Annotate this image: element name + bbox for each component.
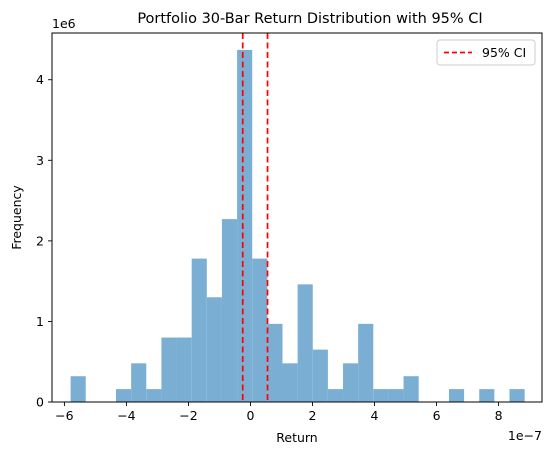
histogram-bar — [176, 337, 192, 402]
histogram-bar — [403, 376, 419, 402]
histogram-bar — [131, 363, 147, 402]
legend-label: 95% CI — [482, 45, 526, 60]
histogram-bar — [191, 258, 207, 402]
histogram-bar — [70, 376, 86, 402]
x-axis-ticks: −6 −4 −2 0 2 4 6 8 — [55, 402, 503, 423]
histogram-bar — [282, 363, 298, 402]
histogram-bar — [358, 323, 374, 402]
histogram-bar — [312, 349, 328, 402]
histogram-bar — [116, 389, 132, 402]
histogram-bar — [206, 297, 222, 402]
x-tick-label: 0 — [247, 408, 255, 423]
x-axis-label: Return — [276, 430, 317, 445]
histogram-bar — [252, 258, 268, 402]
y-tick-label: 2 — [36, 233, 44, 248]
x-tick-label: 6 — [433, 408, 441, 423]
histogram-bar — [237, 49, 253, 402]
histogram-bar — [509, 389, 525, 402]
x-tick-label: 2 — [309, 408, 317, 423]
histogram-bar — [388, 389, 404, 402]
y-axis-ticks: 0 1 2 3 4 — [36, 72, 52, 410]
ci-lines-group — [241, 33, 269, 402]
y-tick-label: 3 — [36, 153, 44, 168]
histogram-bar — [327, 389, 344, 402]
legend: 95% CI — [436, 39, 536, 66]
histogram-bar — [448, 389, 465, 402]
plot-frame — [51, 32, 543, 403]
x-tick-label: 8 — [495, 408, 503, 423]
y-tick-label: 0 — [36, 395, 44, 410]
histogram-bar — [343, 363, 359, 402]
y-axis-label: Frequency — [9, 185, 24, 250]
y-scale-label: 1e6 — [52, 16, 76, 31]
histogram-bar — [221, 219, 238, 402]
y-tick-label: 1 — [36, 314, 44, 329]
x-scale-label: 1e−7 — [508, 428, 542, 443]
bars-group — [70, 49, 525, 402]
y-tick-label: 4 — [36, 72, 44, 87]
legend-box — [436, 39, 536, 66]
histogram-bar — [146, 389, 162, 402]
histogram-bar — [267, 323, 283, 402]
x-tick-label: 4 — [371, 408, 379, 423]
x-tick-label: −2 — [179, 408, 197, 423]
x-tick-label: −4 — [117, 408, 135, 423]
histogram-bar — [161, 337, 177, 402]
histogram-bar — [373, 389, 389, 402]
histogram-bar — [479, 389, 495, 402]
x-tick-label: −6 — [55, 408, 73, 423]
chart-title: Portfolio 30-Bar Return Distribution wit… — [137, 11, 482, 27]
histogram-bar — [297, 284, 313, 402]
